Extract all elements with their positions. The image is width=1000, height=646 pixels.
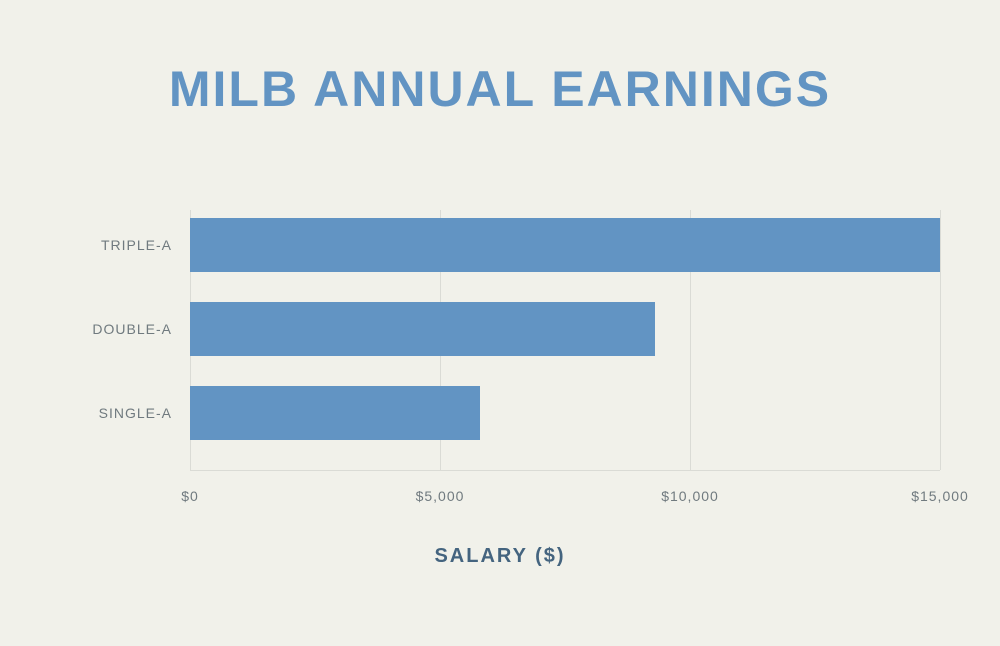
chart-title: MILB ANNUAL EARNINGS [0, 60, 1000, 118]
y-category-label: TRIPLE-A [101, 237, 172, 253]
x-axis-line [190, 470, 940, 471]
x-axis-label: SALARY ($) [0, 545, 1000, 568]
bar [190, 218, 940, 272]
x-tick-label: $0 [181, 488, 199, 504]
x-tick-label: $10,000 [661, 488, 719, 504]
y-category-label: DOUBLE-A [92, 321, 172, 337]
bar [190, 386, 480, 440]
bar [190, 302, 655, 356]
x-tick-label: $5,000 [416, 488, 465, 504]
plot: $0$5,000$10,000$15,000TRIPLE-ADOUBLE-ASI… [190, 210, 940, 470]
gridline [940, 210, 941, 470]
chart-plot-area: $0$5,000$10,000$15,000TRIPLE-ADOUBLE-ASI… [190, 210, 940, 470]
x-tick-label: $15,000 [911, 488, 969, 504]
chart-canvas: MILB ANNUAL EARNINGS $0$5,000$10,000$15,… [0, 0, 1000, 646]
y-category-label: SINGLE-A [99, 405, 172, 421]
